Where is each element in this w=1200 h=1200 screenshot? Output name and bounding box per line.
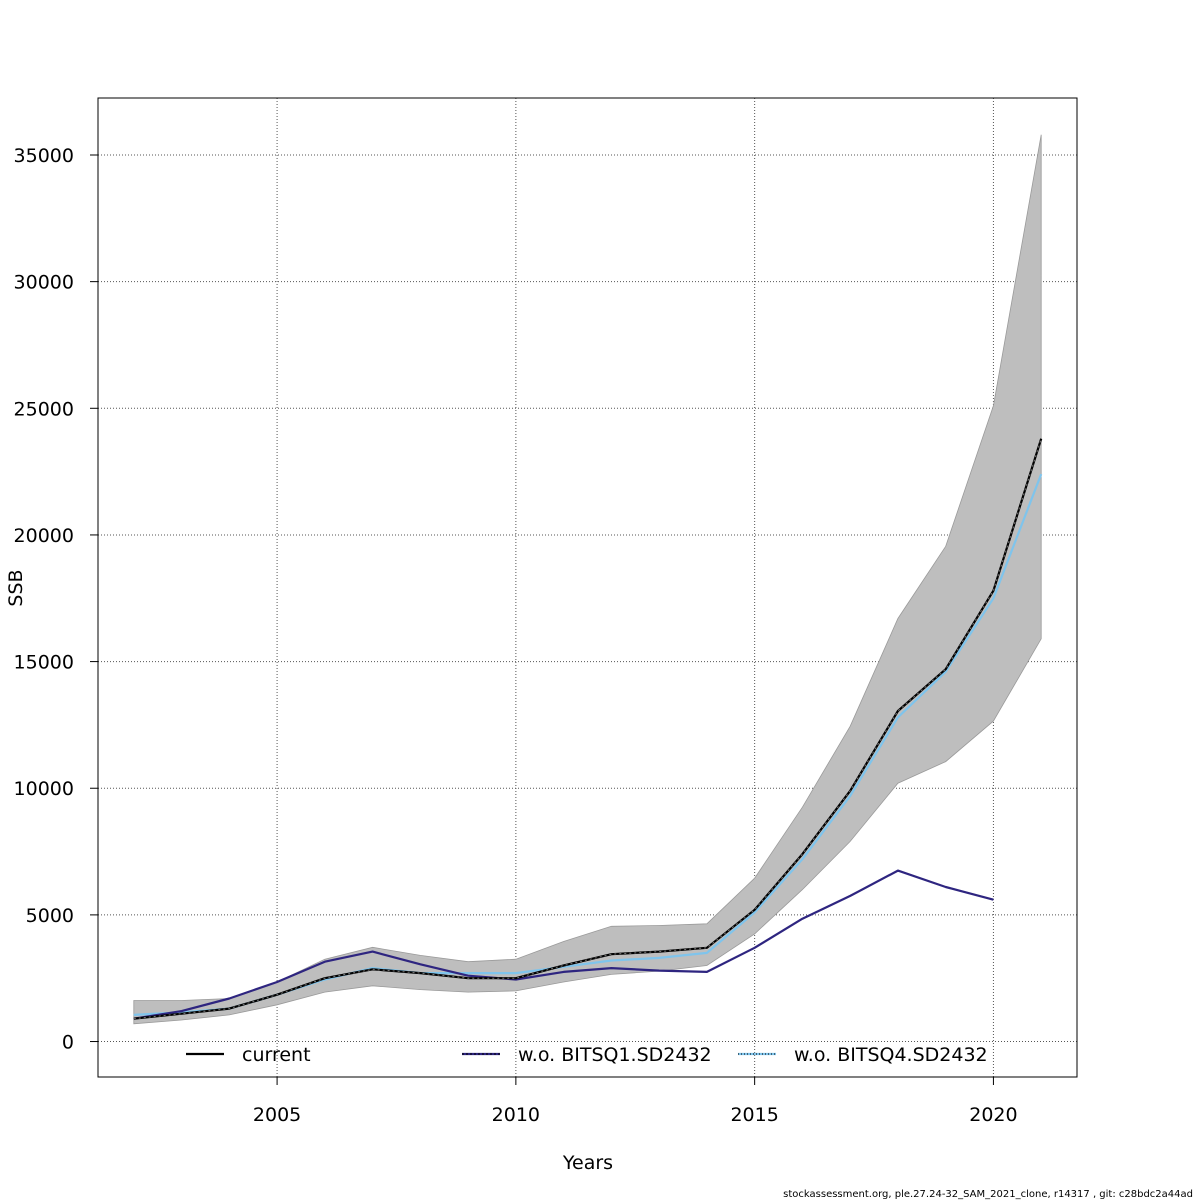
series-line-w-o-bitsq1-sd2432 — [133, 869, 994, 1020]
legend-label: w.o. BITSQ4.SD2432 — [794, 1044, 988, 1066]
y-axis-title: SSB — [5, 569, 27, 606]
confidence-band-layer — [133, 134, 1042, 1025]
series-layer — [133, 438, 1043, 1020]
x-axis: 2005 2010 2015 2020 — [253, 1077, 1018, 1126]
y-tick-label: 30000 — [14, 272, 74, 294]
y-tick-label: 35000 — [14, 145, 74, 167]
legend-label: current — [242, 1044, 311, 1066]
legend-label: w.o. BITSQ1.SD2432 — [518, 1044, 712, 1066]
series-line-current — [133, 438, 1043, 1020]
y-tick-label: 0 — [62, 1032, 74, 1054]
x-tick-label: 2010 — [492, 1104, 540, 1126]
confidence-band — [133, 134, 1042, 1025]
x-tick-label: 2005 — [253, 1104, 301, 1126]
x-axis-title: Years — [562, 1152, 613, 1174]
y-tick-label: 5000 — [26, 905, 74, 927]
y-tick-label: 15000 — [14, 652, 74, 674]
y-tick-label: 20000 — [14, 525, 74, 547]
y-tick-label: 10000 — [14, 778, 74, 800]
x-tick-label: 2020 — [969, 1104, 1017, 1126]
footer-credit: stockassessment.org, ple.27.24-32_SAM_20… — [783, 1189, 1193, 1200]
legend: current w.o. BITSQ1.SD2432 w.o. BITSQ4.SD2… — [186, 1044, 988, 1066]
y-tick-label: 25000 — [14, 398, 74, 420]
y-axis: 0 5000 10000 15000 20000 25000 30000 35000 — [14, 145, 98, 1054]
x-tick-label: 2015 — [730, 1104, 778, 1126]
plot-frame — [97, 97, 1078, 1078]
